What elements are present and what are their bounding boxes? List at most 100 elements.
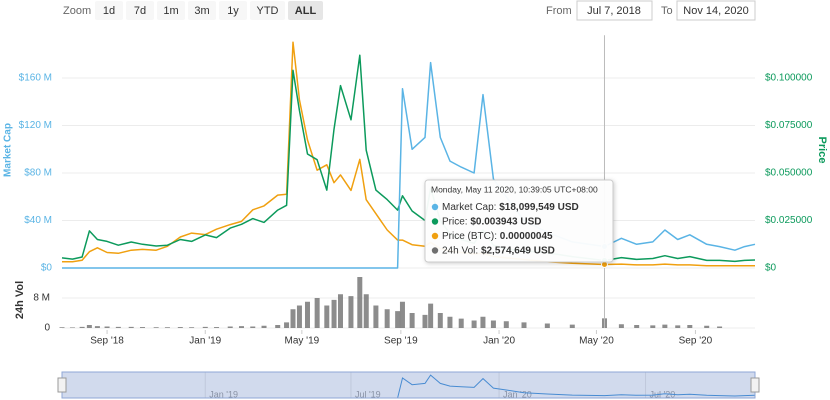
navigator-handle[interactable] bbox=[57, 377, 67, 393]
volume-bar bbox=[139, 327, 145, 328]
tooltip-item: Market Cap: $18,099,549 USD bbox=[442, 202, 579, 213]
volume-bar bbox=[238, 326, 244, 328]
volume-bar bbox=[357, 277, 363, 328]
volume-bar bbox=[153, 327, 159, 328]
volume-bar bbox=[717, 326, 723, 328]
volume-bar bbox=[409, 313, 415, 328]
volume-bar bbox=[69, 327, 75, 328]
navigator-tick-label: Jan '20 bbox=[503, 389, 532, 399]
volume-axis-title: 24h Vol bbox=[14, 281, 26, 319]
tooltip-bullet bbox=[431, 247, 439, 254]
to-date[interactable]: Nov 14, 2020 bbox=[683, 5, 748, 17]
volume-bar bbox=[503, 321, 509, 328]
yticks-label: $80 M bbox=[24, 168, 52, 179]
volume-bar bbox=[634, 325, 640, 328]
volume-bar bbox=[395, 311, 401, 328]
volume-bar bbox=[618, 324, 624, 328]
zoom-label: Zoom bbox=[63, 5, 91, 17]
volume-bar bbox=[337, 294, 343, 328]
tooltip-label: Price (BTC): bbox=[442, 231, 497, 242]
tooltip-title: Monday, May 11 2020, 10:39:05 UTC+08:00 bbox=[431, 184, 598, 194]
tooltip-label: Price: bbox=[442, 216, 468, 227]
from-input[interactable] bbox=[576, 0, 653, 21]
tooltip-item: Price (BTC): 0.00000045 bbox=[442, 231, 553, 242]
volume-bar bbox=[227, 326, 233, 328]
navigator-tick-label: Jul '19 bbox=[355, 389, 381, 399]
x-tick-label: Sep '18 bbox=[90, 336, 124, 347]
zoom-button[interactable] bbox=[188, 1, 216, 20]
series-line bbox=[61, 54, 756, 263]
volume-bar bbox=[373, 305, 379, 328]
volume-bar bbox=[275, 325, 281, 328]
volume-bar bbox=[284, 322, 290, 328]
volume-bar bbox=[331, 299, 337, 328]
tooltip-value: $18,099,549 USD bbox=[499, 202, 579, 213]
volume-bar bbox=[104, 326, 110, 328]
volume-bar bbox=[480, 316, 486, 328]
volume-bar bbox=[250, 326, 256, 328]
x-tick-label: May '19 bbox=[285, 336, 320, 347]
volume-bar bbox=[687, 325, 693, 328]
volume-bar bbox=[202, 326, 208, 328]
zoom-button-label[interactable]: 3m bbox=[194, 5, 209, 17]
zoom-button-label[interactable]: YTD bbox=[257, 5, 279, 17]
y2ticks-label: $0.075000 bbox=[765, 120, 813, 131]
volume-bar bbox=[458, 318, 464, 328]
zoom-button[interactable] bbox=[219, 1, 247, 20]
zoom-button[interactable] bbox=[288, 1, 323, 20]
zoom-button[interactable] bbox=[250, 1, 285, 20]
volume-bar bbox=[324, 305, 330, 328]
zoom-button-label[interactable]: 1m bbox=[163, 5, 178, 17]
zoom-button-label[interactable]: 1d bbox=[103, 5, 115, 17]
navigator-selection[interactable] bbox=[61, 371, 756, 399]
volume-bar bbox=[189, 327, 195, 328]
to-input[interactable] bbox=[676, 0, 756, 21]
yticks-label: $120 M bbox=[19, 120, 52, 131]
zoom-button[interactable] bbox=[157, 1, 185, 20]
volume-bar bbox=[348, 296, 354, 328]
volume-bar bbox=[422, 314, 428, 328]
tooltip-bullet bbox=[431, 232, 439, 240]
volume-bar bbox=[363, 294, 369, 328]
tooltip-label: 24h Vol: bbox=[442, 245, 478, 256]
yticks-label: $0 bbox=[41, 263, 53, 274]
series-line bbox=[62, 61, 756, 269]
series-line bbox=[62, 41, 755, 267]
navigator-frame bbox=[61, 371, 756, 399]
to-label: To bbox=[661, 5, 673, 17]
volume-bar bbox=[471, 320, 477, 328]
y2ticks-label: $0.025000 bbox=[765, 215, 813, 226]
zoom-button-label[interactable]: 1y bbox=[227, 5, 239, 17]
y-axis-title: Market Cap bbox=[3, 123, 14, 177]
volume-bar bbox=[290, 309, 296, 328]
x-tick-label: Sep '20 bbox=[679, 336, 713, 347]
tooltip-bullet bbox=[431, 203, 439, 211]
volume-bar bbox=[399, 301, 405, 328]
volume-bar bbox=[490, 320, 496, 328]
navigator-handle[interactable] bbox=[750, 377, 760, 393]
volume-bar bbox=[177, 327, 183, 328]
volume-bar bbox=[569, 324, 575, 328]
from-date[interactable]: Jul 7, 2018 bbox=[587, 5, 641, 17]
volume-bar bbox=[304, 301, 310, 328]
volume-bar bbox=[115, 326, 121, 328]
y2ticks-label: $0 bbox=[765, 263, 777, 274]
volume-bar bbox=[86, 325, 92, 328]
volume-bar bbox=[650, 325, 656, 328]
vol_yticks-label: 0 bbox=[44, 323, 50, 334]
volume-bar bbox=[428, 303, 434, 328]
from-label: From bbox=[546, 5, 572, 17]
zoom-button-label[interactable]: ALL bbox=[295, 5, 317, 17]
volume-bar bbox=[296, 305, 302, 328]
zoom-button[interactable] bbox=[126, 1, 154, 20]
volume-bar bbox=[94, 326, 100, 328]
volume-bar bbox=[314, 298, 320, 328]
zoom-button-label[interactable]: 7d bbox=[134, 5, 146, 17]
volume-bar bbox=[214, 327, 220, 328]
volume-bar bbox=[384, 309, 390, 328]
zoom-button[interactable] bbox=[95, 1, 123, 20]
tooltip-box bbox=[424, 179, 614, 263]
volume-bar bbox=[675, 325, 681, 328]
x-tick-label: Jan '20 bbox=[483, 336, 515, 347]
